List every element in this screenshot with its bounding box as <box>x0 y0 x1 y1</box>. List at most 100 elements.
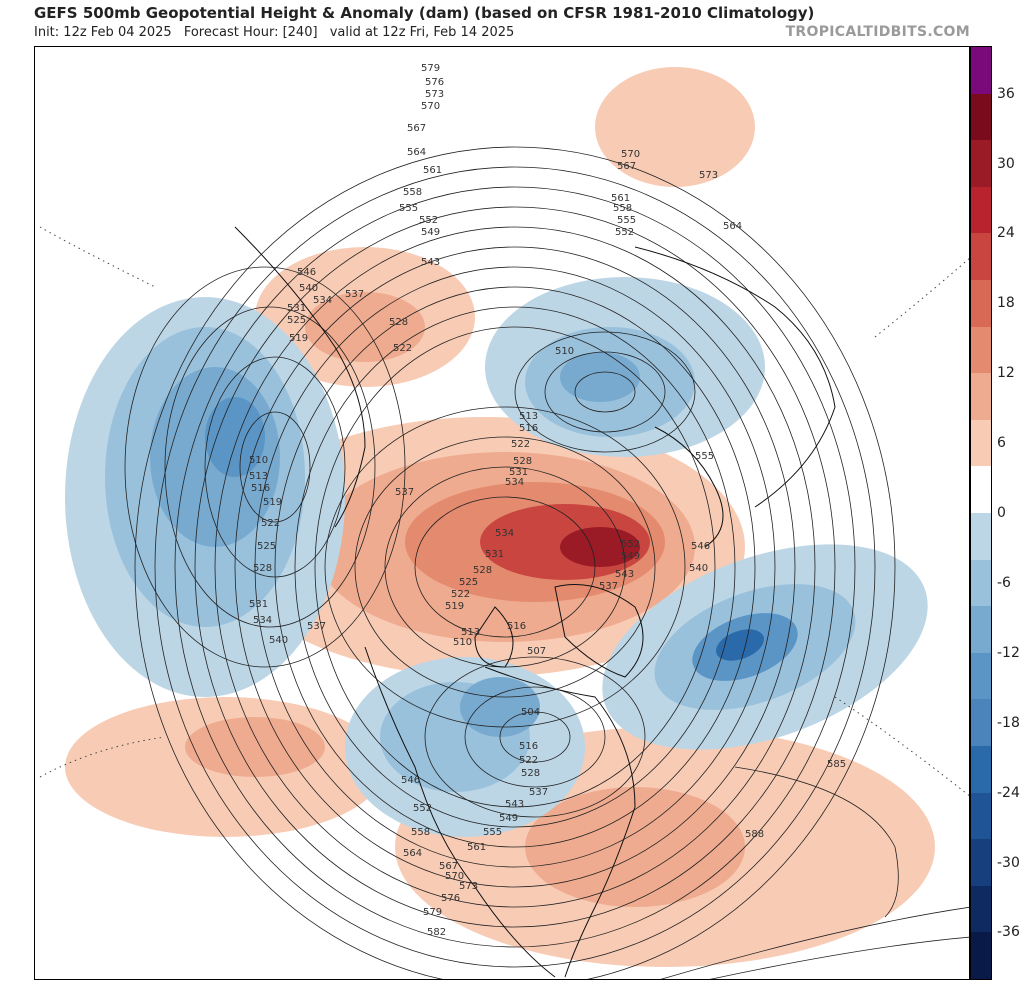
contour-label: 543 <box>421 257 440 268</box>
europe-coast <box>634 246 836 508</box>
colorbar-segment <box>971 699 991 747</box>
contour-label: 534 <box>495 528 514 539</box>
contour-label: 519 <box>445 601 464 612</box>
colorbar-segment <box>971 792 991 840</box>
contour-label: 564 <box>407 147 426 158</box>
contour-label: 570 <box>421 101 440 112</box>
contour-label: 525 <box>459 577 478 588</box>
hudson-bay-coast <box>474 606 514 668</box>
colorbar-segment <box>971 652 991 700</box>
colorbar-label: 12 <box>997 365 1015 382</box>
colorbar-label: -24 <box>997 784 1020 801</box>
contour-label: 573 <box>459 881 478 892</box>
contour-label: 510 <box>555 346 574 357</box>
contour-label: 579 <box>423 907 442 918</box>
contour-label: 537 <box>599 581 618 592</box>
colorbar-segment <box>971 326 991 374</box>
contour-label: 531 <box>249 599 268 610</box>
contour-label: 531 <box>287 303 306 314</box>
cold-anomaly-siberia-core <box>560 352 640 402</box>
contour-label: 576 <box>441 893 460 904</box>
init-time: Init: 12z Feb 04 2025 <box>34 25 172 40</box>
contour-label: 528 <box>521 768 540 779</box>
contour-label: 504 <box>521 707 540 718</box>
contour-label: 576 <box>425 77 444 88</box>
contour-label: 513 <box>249 471 268 482</box>
forecast-hour: Forecast Hour: [240] <box>183 25 318 40</box>
contour-label: 513 <box>519 411 538 422</box>
contour-label: 579 <box>421 63 440 74</box>
colorbar-label: 0 <box>997 505 1006 521</box>
contour-label: 516 <box>519 423 538 434</box>
scandinavia-coast <box>654 426 724 548</box>
contour-label: 552 <box>413 803 432 814</box>
contour-label: 537 <box>345 289 364 300</box>
contour-label: 528 <box>389 317 408 328</box>
contour-label: 555 <box>617 215 636 226</box>
contour-label: 573 <box>699 170 718 181</box>
contour-label: 552 <box>615 227 634 238</box>
contour-labels: 579 576 573 570 567 564 561 558 555 552 … <box>249 63 846 938</box>
colorbar-segment <box>971 233 991 281</box>
contour-label: 534 <box>505 477 524 488</box>
colorbar-segment <box>971 606 991 654</box>
contour-label: 531 <box>509 467 528 478</box>
contour-label: 522 <box>451 589 470 600</box>
contour-label: 552 <box>621 539 640 550</box>
contour-label: 564 <box>723 221 742 232</box>
colorbar-label: 24 <box>997 225 1015 242</box>
contour-label: 558 <box>613 203 632 214</box>
warm-anomaly-arctic-core <box>560 527 640 567</box>
contour-label: 561 <box>467 842 486 853</box>
brand-watermark: TROPICALTIDBITS.COM <box>785 24 970 40</box>
contour-label: 537 <box>307 621 326 632</box>
contour-label: 528 <box>513 456 532 467</box>
contour-label: 522 <box>261 518 280 529</box>
contour-label: 516 <box>519 741 538 752</box>
contour-label: 564 <box>403 848 422 859</box>
contour-label: 540 <box>269 635 288 646</box>
contour-label: 570 <box>445 871 464 882</box>
colorbar-label: 18 <box>997 295 1015 312</box>
contour-label: 534 <box>253 615 272 626</box>
map-panel: 579 576 573 570 567 564 561 558 555 552 … <box>34 46 970 980</box>
contour-label: 525 <box>257 541 276 552</box>
north-america-coast <box>364 646 636 978</box>
contour-label: 522 <box>393 343 412 354</box>
chart-title: GEFS 500mb Geopotential Height & Anomaly… <box>34 4 815 22</box>
contour-label: 540 <box>299 283 318 294</box>
contour-label: 567 <box>617 161 636 172</box>
colorbar-segment <box>971 186 991 234</box>
contour-label: 549 <box>421 227 440 238</box>
contour-label: 552 <box>419 215 438 226</box>
cold-anomaly-pacific-core <box>205 397 265 477</box>
colorbar-segment <box>971 419 991 467</box>
colorbar-segment <box>971 140 991 188</box>
contour-label: 528 <box>253 563 272 574</box>
contour-label: 543 <box>505 799 524 810</box>
coastlines <box>234 226 836 978</box>
contour-label: 555 <box>399 203 418 214</box>
colorbar-label: -36 <box>997 924 1020 941</box>
contour-label: 558 <box>403 187 422 198</box>
warm-anomaly-pacific-core <box>185 717 325 777</box>
colorbar-label: -6 <box>997 574 1011 591</box>
colorbar-label: -18 <box>997 714 1020 731</box>
anomaly-shading <box>65 67 935 967</box>
warm-anomaly-europe <box>595 67 755 187</box>
contour-label: 516 <box>507 621 526 632</box>
contour-label: 543 <box>615 569 634 580</box>
colorbar-segment <box>971 47 991 95</box>
anomaly-colorbar <box>970 46 992 980</box>
contour-label: 528 <box>473 565 492 576</box>
contour-label: 513 <box>461 627 480 638</box>
asia-coast <box>234 226 366 528</box>
colorbar-segment <box>971 466 991 514</box>
cold-anomaly-north-america-3 <box>460 677 540 737</box>
contour-label: 516 <box>251 483 270 494</box>
contour-label: 507 <box>527 646 546 657</box>
colorbar-segment <box>971 93 991 141</box>
contour-label: 534 <box>313 295 332 306</box>
contour-label: 555 <box>483 827 502 838</box>
contour-label: 510 <box>249 455 268 466</box>
